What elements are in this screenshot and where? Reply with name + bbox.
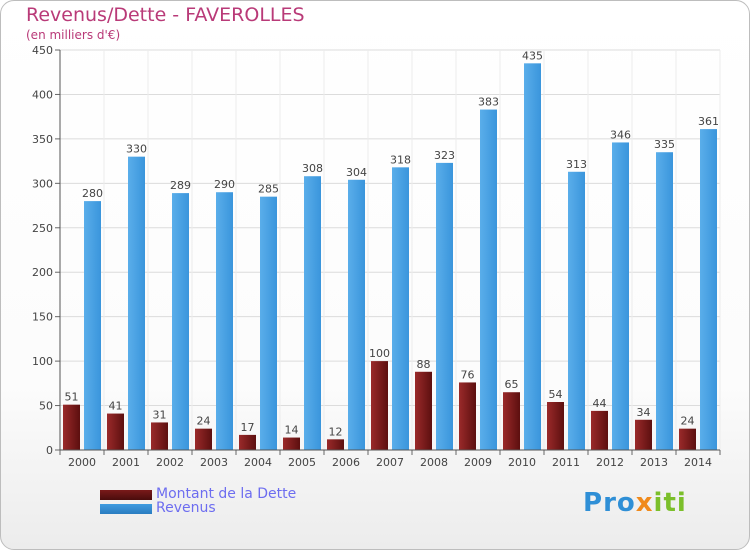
proxiti-logo: Proxiti	[583, 488, 687, 518]
bar-dette	[107, 413, 124, 450]
bar-revenus	[568, 171, 585, 450]
data-label-dette: 88	[417, 358, 431, 371]
x-tick-label: 2014	[684, 456, 712, 469]
grid-layer	[59, 49, 721, 451]
data-label-dette: 100	[369, 347, 390, 360]
x-tick-label: 2000	[68, 456, 96, 469]
data-label-revenus: 361	[698, 115, 719, 128]
y-tick-label: 400	[32, 88, 53, 101]
data-label-revenus: 330	[126, 143, 147, 156]
data-label-dette: 34	[637, 406, 651, 419]
data-label-dette: 17	[241, 421, 255, 434]
legend-item-dette: Montant de la Dette	[100, 486, 420, 504]
bar-revenus	[172, 193, 189, 450]
data-label-revenus: 318	[390, 153, 411, 166]
data-label-revenus: 285	[258, 183, 279, 196]
bar-revenus	[392, 167, 409, 451]
bar-dette	[327, 439, 344, 450]
data-label-revenus: 289	[170, 179, 191, 192]
legend-swatch-dette	[100, 490, 152, 500]
data-label-revenus: 290	[214, 178, 235, 191]
bar-dette	[151, 422, 168, 450]
y-tick-label: 50	[39, 400, 53, 413]
x-tick-label: 2003	[200, 456, 228, 469]
x-tick-label: 2010	[508, 456, 536, 469]
y-tick-label: 150	[32, 311, 53, 324]
x-tick-label: 2007	[376, 456, 404, 469]
data-label-revenus: 304	[346, 166, 367, 179]
data-label-dette: 54	[549, 388, 563, 401]
y-tick-label: 450	[32, 44, 53, 57]
data-label-revenus: 323	[434, 149, 455, 162]
data-label-revenus: 308	[302, 162, 323, 175]
bar-dette	[63, 404, 80, 450]
bar-revenus	[436, 162, 453, 450]
y-tick-label: 0	[46, 444, 53, 457]
data-label-revenus: 383	[478, 96, 499, 109]
x-tick-label: 2006	[332, 456, 360, 469]
x-tick-label: 2008	[420, 456, 448, 469]
data-label-dette: 24	[681, 415, 695, 428]
bar-revenus	[84, 201, 101, 450]
bar-revenus	[612, 142, 629, 450]
bar-dette	[547, 402, 564, 450]
bar-dette	[591, 410, 608, 450]
bar-dette	[679, 428, 696, 450]
data-label-dette: 41	[109, 400, 123, 413]
bar-dette	[371, 361, 388, 450]
bar-dette	[635, 419, 652, 450]
bar-revenus	[348, 179, 365, 450]
x-tick-label: 2012	[596, 456, 624, 469]
data-label-dette: 65	[505, 378, 519, 391]
data-label-revenus: 313	[566, 158, 587, 171]
data-label-dette: 76	[461, 368, 475, 381]
legend-item-revenus: Revenus	[100, 500, 420, 518]
data-label-dette: 14	[285, 424, 299, 437]
bar-dette	[283, 437, 300, 450]
data-label-revenus: 280	[82, 187, 103, 200]
x-tick-label: 2001	[112, 456, 140, 469]
labels-layer: 51 280 41 330 31 289 24 290 17 285 14 308 12 304 100 31…	[65, 49, 720, 438]
legend-label-revenus: Revenus	[156, 500, 216, 516]
chart-subtitle: (en milliers d'€)	[26, 28, 121, 42]
bar-revenus	[524, 63, 541, 450]
bar-revenus	[700, 129, 717, 450]
x-tick-label: 2002	[156, 456, 184, 469]
data-label-dette: 51	[65, 391, 79, 404]
x-tick-label: 2009	[464, 456, 492, 469]
y-tick-label: 250	[32, 222, 53, 235]
x-tick-label: 2005	[288, 456, 316, 469]
x-tick-label: 2013	[640, 456, 668, 469]
x-tick-label: 2011	[552, 456, 580, 469]
data-label-dette: 44	[593, 397, 607, 410]
bar-revenus	[656, 152, 673, 450]
y-tick-label: 300	[32, 177, 53, 190]
chart-title: Revenus/Dette - FAVEROLLES	[26, 4, 305, 26]
legend-label-dette: Montant de la Dette	[156, 486, 297, 502]
y-tick-label: 100	[32, 355, 53, 368]
bar-dette	[415, 371, 432, 450]
bar-dette	[503, 392, 520, 450]
data-label-revenus: 335	[654, 138, 675, 151]
bar-revenus	[480, 109, 497, 451]
bar-revenus	[128, 156, 145, 450]
data-label-dette: 12	[329, 425, 343, 438]
y-tick-label: 200	[32, 266, 53, 279]
bar-dette	[459, 382, 476, 450]
bar-revenus	[304, 176, 321, 450]
bars-layer	[63, 63, 717, 451]
data-label-dette: 24	[197, 415, 211, 428]
data-label-revenus: 435	[522, 49, 543, 62]
data-label-revenus: 346	[610, 128, 631, 141]
legend-swatch-revenus	[100, 504, 152, 514]
bar-dette	[195, 428, 212, 450]
bar-revenus	[216, 192, 233, 450]
data-label-dette: 31	[153, 408, 167, 421]
bar-revenus	[260, 196, 277, 450]
x-tick-label: 2004	[244, 456, 272, 469]
bar-dette	[239, 434, 256, 450]
axis-layer: 0 50 100 150 200 250 300 350 400 450 2000 2001 2002 2…	[32, 44, 721, 469]
y-tick-label: 350	[32, 133, 53, 146]
